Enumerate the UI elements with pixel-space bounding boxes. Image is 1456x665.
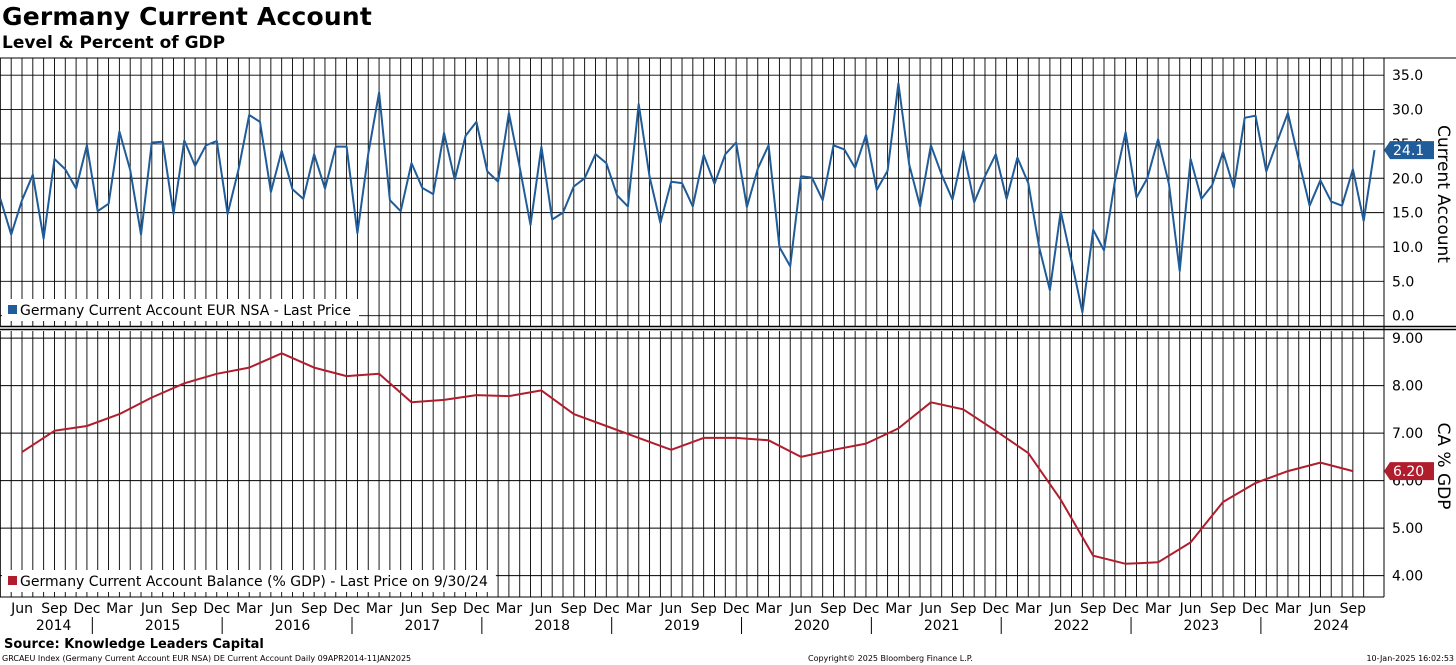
x-tick-label: Mar xyxy=(755,601,782,617)
y-tick-label-bottom: 9.00 xyxy=(1392,331,1423,347)
legend-bottom: Germany Current Account Balance (% GDP) … xyxy=(2,570,496,592)
x-year-label: 2023 xyxy=(1184,618,1220,634)
x-tick-label: Sep xyxy=(171,601,198,617)
x-tick-label: Dec xyxy=(463,601,490,617)
y-tick-label-top: 30.0 xyxy=(1392,103,1423,119)
footer-copyright: Copyright© 2025 Bloomberg Finance L.P. xyxy=(808,654,973,663)
x-tick-label: Mar xyxy=(885,601,912,617)
axes-layer xyxy=(0,57,1456,634)
x-tick-label: Sep xyxy=(950,601,977,617)
y-tick-label-bottom: 4.00 xyxy=(1392,569,1423,585)
x-tick-label: Dec xyxy=(593,601,620,617)
x-year-label: 2018 xyxy=(534,618,570,634)
y-tick-label-bottom: 5.00 xyxy=(1392,521,1423,537)
x-tick-label: Mar xyxy=(236,601,263,617)
x-tick-label: Jun xyxy=(529,601,552,617)
x-tick-label: Sep xyxy=(690,601,717,617)
x-tick-label: Sep xyxy=(820,601,847,617)
x-year-label: 2020 xyxy=(794,618,830,634)
x-year-label: 2022 xyxy=(1054,618,1090,634)
x-tick-label: Sep xyxy=(41,601,68,617)
x-tick-label: Mar xyxy=(106,601,133,617)
x-year-label: 2014 xyxy=(36,618,72,634)
x-tick-label: Jun xyxy=(919,601,942,617)
y-tick-label-bottom: 7.00 xyxy=(1392,426,1423,442)
x-tick-label: Dec xyxy=(723,601,750,617)
y-tick-label-top: 20.0 xyxy=(1392,171,1423,187)
series-line-current-account xyxy=(0,82,1376,314)
legend-top: Germany Current Account EUR NSA - Last P… xyxy=(2,299,359,321)
y-tick-label-top: 10.0 xyxy=(1392,240,1423,256)
legend-top-swatch xyxy=(8,305,17,314)
last-value-badge-top-text: 24.1 xyxy=(1393,143,1424,159)
series-line-ca-pct-gdp xyxy=(21,352,1354,565)
series-layer xyxy=(0,82,1376,565)
legend-top-text: Germany Current Account EUR NSA - Last P… xyxy=(20,303,351,319)
x-tick-label: Mar xyxy=(1275,601,1302,617)
last-value-badge-bottom-shape xyxy=(1384,462,1434,481)
x-tick-label: Jun xyxy=(1049,601,1072,617)
x-tick-label: Sep xyxy=(1340,601,1367,617)
last-value-badge-top: 24.1 xyxy=(1384,141,1434,160)
x-tick-label: Mar xyxy=(1015,601,1042,617)
legend-bottom-text: Germany Current Account Balance (% GDP) … xyxy=(20,574,488,590)
last-value-badge-bottom-text: 6.20 xyxy=(1393,464,1424,480)
legend-bottom-bg xyxy=(2,570,496,592)
legend-top-bg xyxy=(2,299,359,321)
x-year-label: 2021 xyxy=(924,618,960,634)
x-tick-label: Sep xyxy=(1080,601,1107,617)
x-tick-label: Jun xyxy=(1179,601,1202,617)
x-tick-label: Sep xyxy=(431,601,458,617)
x-year-label: 2024 xyxy=(1313,618,1349,634)
y-tick-label-bottom: 8.00 xyxy=(1392,379,1423,395)
x-tick-label: Dec xyxy=(1112,601,1139,617)
x-tick-label: Jun xyxy=(659,601,682,617)
y-tick-label-top: 0.0 xyxy=(1392,309,1414,325)
x-tick-label: Dec xyxy=(982,601,1009,617)
last-value-badge-bottom: 6.20 xyxy=(1384,462,1434,481)
x-tick-label: Dec xyxy=(852,601,879,617)
y-tick-label-top: 35.0 xyxy=(1392,68,1423,84)
y-axis-title-bottom: CA % GDP xyxy=(1433,423,1453,510)
x-tick-label: Mar xyxy=(1145,601,1172,617)
footer-timestamp: 10-Jan-2025 16:02:53 xyxy=(1366,654,1454,663)
x-tick-label: Jun xyxy=(140,601,163,617)
last-value-badge-top-shape xyxy=(1384,141,1434,160)
x-year-label: 2015 xyxy=(145,618,181,634)
grid-layer xyxy=(0,58,1384,597)
x-tick-label: Mar xyxy=(366,601,393,617)
x-tick-label: Jun xyxy=(400,601,423,617)
y-tick-label-top: 5.0 xyxy=(1392,274,1414,290)
chart-subtitle: Level & Percent of GDP xyxy=(2,33,226,53)
x-year-label: 2019 xyxy=(664,618,700,634)
legend-bottom-swatch xyxy=(8,576,17,585)
x-tick-label: Sep xyxy=(301,601,328,617)
x-tick-label: Mar xyxy=(626,601,653,617)
x-tick-label: Dec xyxy=(1242,601,1269,617)
y-tick-label-top: 15.0 xyxy=(1392,206,1423,222)
labels-layer: 35.030.025.020.015.010.05.00.09.008.007.… xyxy=(2,68,1453,634)
x-tick-label: Dec xyxy=(203,601,230,617)
x-tick-label: Sep xyxy=(1210,601,1237,617)
x-tick-label: Mar xyxy=(496,601,523,617)
x-tick-label: Dec xyxy=(73,601,100,617)
source-note: Source: Knowledge Leaders Capital xyxy=(4,637,264,652)
x-year-label: 2016 xyxy=(275,618,311,634)
footer-index-info: GRCAEU Index (Germany Current Account EU… xyxy=(2,654,412,663)
x-year-label: 2017 xyxy=(405,618,441,634)
x-tick-label: Sep xyxy=(561,601,588,617)
x-tick-label: Jun xyxy=(1308,601,1331,617)
y-axis-title-top: Current Account xyxy=(1433,125,1453,263)
x-tick-label: Dec xyxy=(333,601,360,617)
x-tick-label: Jun xyxy=(10,601,33,617)
chart-title: Germany Current Account xyxy=(2,2,373,31)
x-tick-label: Jun xyxy=(789,601,812,617)
x-tick-label: Jun xyxy=(270,601,293,617)
